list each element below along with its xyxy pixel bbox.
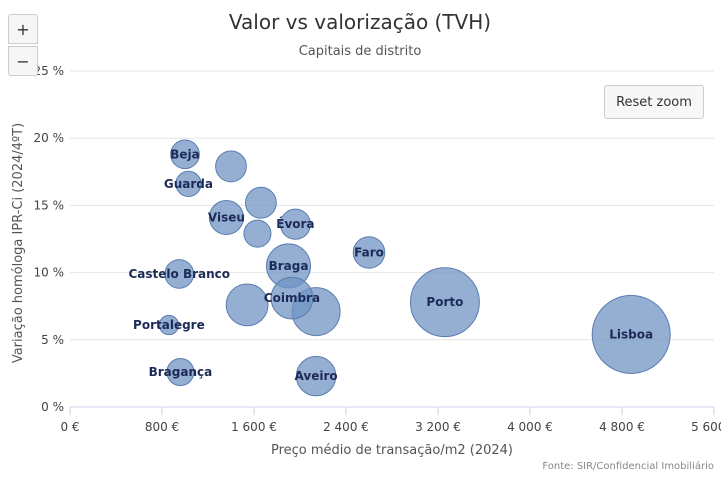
bubble-label: Lisboa xyxy=(609,327,653,341)
y-axis-title: Variação homóloga IPR-Ci (2024/4ºT) xyxy=(11,123,26,363)
x-axis-title: Preço médio de transação/m2 (2024) xyxy=(271,443,513,458)
x-tick-label: 1 600 € xyxy=(231,420,277,434)
bubble-point[interactable] xyxy=(243,219,272,248)
zoom-in-button[interactable]: + xyxy=(8,14,38,44)
y-tick-label: 5 % xyxy=(41,333,64,347)
bubble-label: Bragança xyxy=(149,365,213,379)
x-tick-label: 5 600 € xyxy=(691,420,721,434)
bubble-point[interactable] xyxy=(175,170,202,197)
bubble-point[interactable] xyxy=(158,314,180,336)
x-tick-label: 3 200 € xyxy=(415,420,461,434)
bubble-point[interactable] xyxy=(225,283,269,327)
bubble-label: Braga xyxy=(269,259,309,273)
x-axis-ticks: 0 € 800 € 1 600 € 2 400 € 3 200 € 4 000 € 4 80… xyxy=(60,407,721,434)
bubble-point[interactable] xyxy=(215,150,247,183)
bubble-point[interactable] xyxy=(591,294,671,374)
bubble-label: Porto xyxy=(426,295,463,309)
x-tick-label: 4 800 € xyxy=(599,420,645,434)
bubble-point[interactable] xyxy=(295,355,337,397)
bubble-series xyxy=(158,139,671,397)
reset-zoom-button[interactable]: Reset zoom xyxy=(604,85,704,119)
bubble-point[interactable] xyxy=(409,267,480,338)
x-tick-label: 2 400 € xyxy=(323,420,369,434)
chart-title: Valor vs valorização (TVH) xyxy=(229,10,491,34)
bubble-label: Viseu xyxy=(208,210,245,224)
bubble-label: Faro xyxy=(354,245,384,259)
bubble-label: Guarda xyxy=(164,177,213,191)
y-tick-label: 15 % xyxy=(34,198,65,212)
bubble-label: Portalegre xyxy=(133,318,205,332)
bubble-point[interactable] xyxy=(244,186,277,219)
bubble-point[interactable] xyxy=(270,276,314,320)
y-axis-ticks: 0 % 5 % 10 % 15 % 20 % 25 % xyxy=(34,64,65,414)
bubble-point[interactable] xyxy=(170,139,200,170)
bubble-labels: Beja Guarda Viseu Évora Faro Castelo Branco Br… xyxy=(128,147,653,383)
x-tick-label: 800 € xyxy=(145,420,179,434)
bubble-label: Évora xyxy=(276,216,314,231)
bubble-point[interactable] xyxy=(279,208,311,240)
x-tick-label: 0 € xyxy=(60,420,79,434)
y-tick-label: 25 % xyxy=(34,64,65,78)
bubble-label: Coimbra xyxy=(264,291,320,305)
chart-credit: Fonte: SIR/Confidencial Imobiliário xyxy=(542,460,714,472)
chart-subtitle: Capitais de distrito xyxy=(299,44,422,59)
bubble-point[interactable] xyxy=(352,236,386,269)
bubble-point[interactable] xyxy=(208,199,244,236)
bubble-point[interactable] xyxy=(166,358,195,387)
x-tick-label: 4 000 € xyxy=(507,420,553,434)
y-tick-label: 10 % xyxy=(34,266,65,280)
bubble-label: Beja xyxy=(170,147,200,161)
y-tick-label: 20 % xyxy=(34,131,65,145)
bubble-point[interactable] xyxy=(164,259,195,289)
bubble-label: Aveiro xyxy=(295,369,338,383)
bubble-label: Castelo Branco xyxy=(128,267,230,281)
zoom-out-button[interactable]: − xyxy=(8,46,38,76)
y-tick-label: 0 % xyxy=(41,400,64,414)
